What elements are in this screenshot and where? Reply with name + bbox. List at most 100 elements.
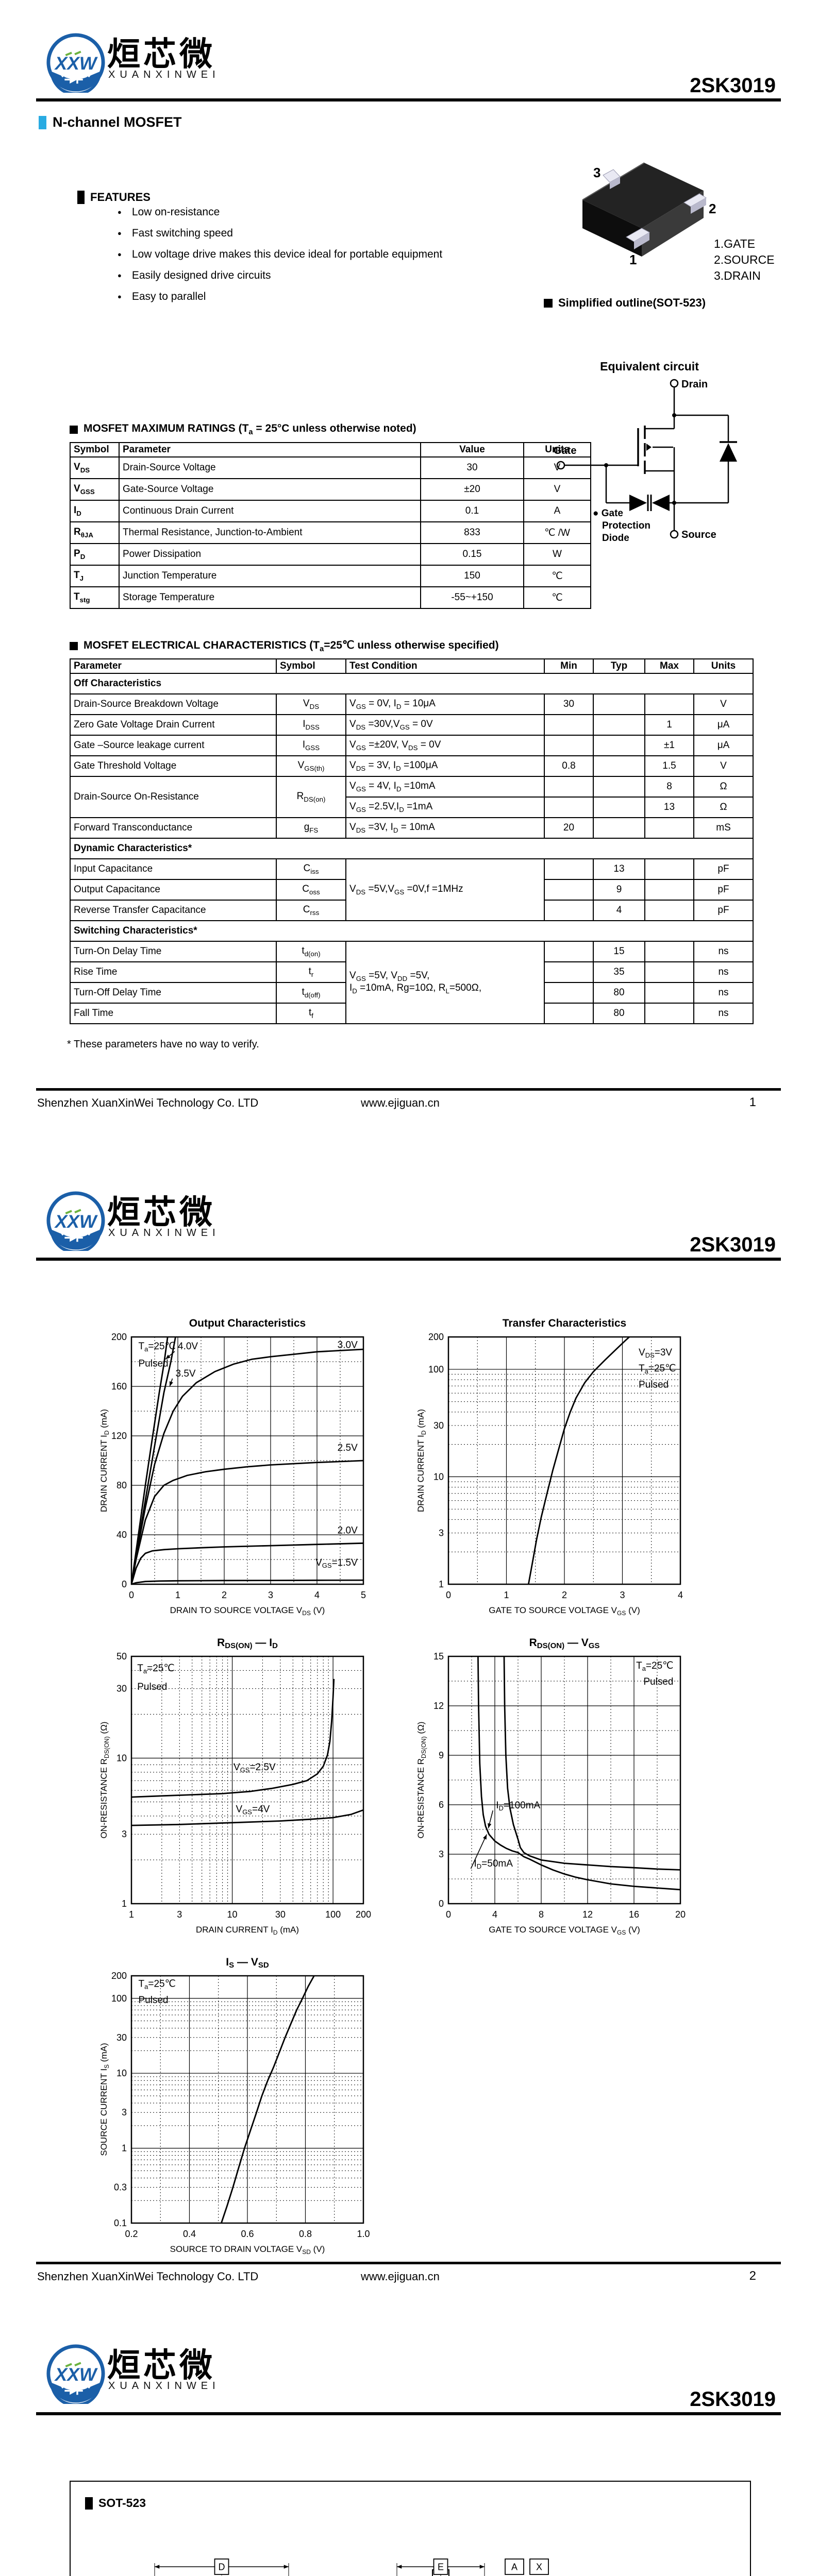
pin3-lead-side bbox=[610, 177, 620, 189]
equivalent-circuit-diagram: Drain Gate Source ● Gate Protection Diod… bbox=[554, 379, 737, 544]
svg-text:2: 2 bbox=[222, 1590, 227, 1600]
svg-text:ID=100mA: ID=100mA bbox=[496, 1800, 540, 1812]
elec-section-row: Switching Characteristics* bbox=[70, 920, 754, 942]
svg-text:0: 0 bbox=[122, 1579, 127, 1589]
svg-text:3.0V: 3.0V bbox=[338, 1340, 358, 1351]
pin2-number: 2 bbox=[709, 201, 716, 216]
svg-text:16: 16 bbox=[629, 1909, 639, 1920]
curve VGS=4V bbox=[131, 1809, 364, 1826]
svg-text:200: 200 bbox=[111, 1332, 127, 1342]
pin3-number: 3 bbox=[593, 165, 600, 180]
svg-text:Ta=25℃: Ta=25℃ bbox=[639, 1363, 676, 1375]
svg-text:3: 3 bbox=[122, 2107, 127, 2117]
svg-text:200: 200 bbox=[356, 1909, 371, 1920]
equivalent-circuit-title: Equivalent circuit bbox=[600, 360, 699, 373]
svg-text:Ta=25℃: Ta=25℃ bbox=[636, 1660, 673, 1672]
end-view: EAXHE⊕v ⓂA bbox=[396, 2558, 549, 2576]
curve ID=100mA bbox=[503, 1656, 681, 1871]
table-row: PD Power Dissipation 0.15 W bbox=[70, 543, 591, 566]
source-label: Source bbox=[681, 529, 716, 540]
svg-text:3: 3 bbox=[620, 1590, 625, 1600]
feature-item: ● Easily designed drive circuits bbox=[118, 269, 271, 281]
table-row: Turn-Off Delay Time td(off) 80 ns bbox=[70, 982, 754, 1004]
svg-text:15: 15 bbox=[433, 1651, 444, 1662]
svg-text:IS — VSD: IS — VSD bbox=[226, 1956, 269, 1970]
table-row: Zero Gate Voltage Drain Current IDSS VDS =… bbox=[70, 714, 754, 736]
table-row: Turn-On Delay Time td(on) VGS =5V, VDD =5V… bbox=[70, 941, 754, 1024]
header-rule bbox=[36, 98, 781, 101]
svg-text:0.2: 0.2 bbox=[125, 2229, 138, 2239]
feature-item: ● Low on-resistance bbox=[118, 206, 220, 218]
subtitle: N-channel MOSFET bbox=[39, 114, 182, 130]
black-square-icon bbox=[70, 642, 78, 651]
curve VGS=2.5V bbox=[131, 1460, 364, 1585]
svg-text:1: 1 bbox=[122, 2143, 127, 2154]
black-square-icon bbox=[70, 425, 78, 434]
svg-text:160: 160 bbox=[111, 1381, 127, 1392]
page1-footer: Shenzhen XuanXinWei Technology Co. LTD w… bbox=[0, 1088, 818, 1119]
svg-text:30: 30 bbox=[275, 1909, 286, 1920]
part-number: 2SK3019 bbox=[690, 2388, 776, 2411]
svg-text:4: 4 bbox=[678, 1590, 683, 1600]
elec-table: Parameter Symbol Test Condition Min Typ Max Un… bbox=[70, 658, 754, 1024]
outline-caption: Simplified outline(SOT-523) bbox=[544, 296, 706, 310]
svg-text:6: 6 bbox=[439, 1800, 444, 1810]
svg-text:GATE TO SOURCE VOLTAGE VGS (: GATE TO SOURCE VOLTAGE VGS (V) bbox=[489, 1605, 640, 1617]
svg-text:10: 10 bbox=[116, 2068, 127, 2078]
svg-text:2.0V: 2.0V bbox=[338, 1526, 358, 1536]
page2-footer: Shenzhen XuanXinWei Technology Co. LTD w… bbox=[0, 2262, 818, 2293]
svg-text:Transfer Characteristics: Transfer Characteristics bbox=[503, 1317, 626, 1329]
company-logo-icon: XXW bbox=[46, 33, 105, 93]
table-row: RθJA Thermal Resistance, Junction-to-Ambi… bbox=[70, 521, 591, 544]
pin-legend: 1.GATE 2.SOURCE 3.DRAIN bbox=[714, 236, 775, 284]
svg-text:Ta=25℃: Ta=25℃ bbox=[139, 1341, 176, 1353]
svg-text:Output Characteristics: Output Characteristics bbox=[189, 1317, 306, 1329]
table-row: ID Continuous Drain Current 0.1 A bbox=[70, 500, 591, 522]
svg-text:5: 5 bbox=[361, 1590, 366, 1600]
svg-text:0: 0 bbox=[129, 1590, 134, 1600]
curve VGS=3.0V bbox=[131, 1348, 364, 1585]
svg-text:10: 10 bbox=[433, 1471, 444, 1482]
brand-english: XUANXINWEI bbox=[108, 69, 220, 80]
brand-english: XUANXINWEI bbox=[108, 2380, 220, 2392]
top-view: DB bbox=[154, 2558, 289, 2576]
svg-text:100: 100 bbox=[325, 1909, 341, 1920]
part-number: 2SK3019 bbox=[690, 1233, 776, 1256]
svg-text:DRAIN CURRENT ID (mA): DRAIN CURRENT ID (mA) bbox=[416, 1409, 427, 1512]
svg-text:80: 80 bbox=[116, 1480, 127, 1490]
svg-text:4: 4 bbox=[314, 1590, 320, 1600]
svg-text:Ta=25℃: Ta=25℃ bbox=[139, 1979, 176, 1991]
table-row: Input Capacitance Ciss VDS =5V,VGS =0V,f =… bbox=[70, 858, 754, 921]
svg-text:10: 10 bbox=[227, 1909, 238, 1920]
svg-text:0.8: 0.8 bbox=[299, 2229, 312, 2239]
package-dimension-drawing: DBEAXHE⊕v ⓂA312e1bp⊕w ⓂBeAA1cQLpdetail X… bbox=[154, 2558, 549, 2576]
svg-text:VGS=2.5V: VGS=2.5V bbox=[233, 1762, 276, 1774]
brand-chinese: 烜芯微 bbox=[107, 2347, 215, 2384]
svg-text:VGS=4V: VGS=4V bbox=[236, 1804, 270, 1816]
package-top-face bbox=[582, 163, 704, 228]
protection-label-3: Diode bbox=[602, 533, 629, 544]
pin2-legend: 2.SOURCE bbox=[714, 253, 775, 266]
svg-text:30: 30 bbox=[433, 1420, 444, 1431]
table-row: Output Capacitance Coss 9 pF bbox=[70, 879, 754, 901]
elec-section-row: Dynamic Characteristics* bbox=[70, 838, 754, 859]
table-row: Drain-Source On-Resistance RDS(on) VGS = 4… bbox=[70, 776, 754, 818]
chart-is-vs-vsd: 0.2 0.4 0.6 0.8 1.0 0.1 0.3 1 3 10 30 100 200 IS — VS… bbox=[99, 1956, 370, 2256]
svg-text:3: 3 bbox=[439, 1849, 444, 1859]
drain-label: Drain bbox=[681, 379, 708, 390]
curve series bbox=[527, 1336, 630, 1585]
header-rule bbox=[36, 2412, 781, 2415]
svg-text:A: A bbox=[511, 2562, 517, 2572]
page1-header: XXW 烜芯微 XUANXINWEI 2SK3019 bbox=[0, 32, 818, 101]
svg-text:0: 0 bbox=[439, 1899, 444, 1909]
mosfet-body-arrow bbox=[646, 444, 652, 451]
svg-text:8: 8 bbox=[539, 1909, 544, 1920]
company-logo-icon: XXW bbox=[46, 1191, 105, 1251]
svg-text:0.3: 0.3 bbox=[114, 2182, 127, 2193]
body-diode bbox=[720, 443, 737, 462]
chart-output-characteristics: 0 1 2 3 4 5 0 40 80 120 160 200 Output Characteristi… bbox=[99, 1317, 366, 1617]
svg-text:3: 3 bbox=[439, 1528, 444, 1538]
elec-heading: MOSFET ELECTRICAL CHARACTERISTICS (Ta=25… bbox=[70, 639, 499, 653]
svg-text:30: 30 bbox=[116, 2032, 127, 2043]
